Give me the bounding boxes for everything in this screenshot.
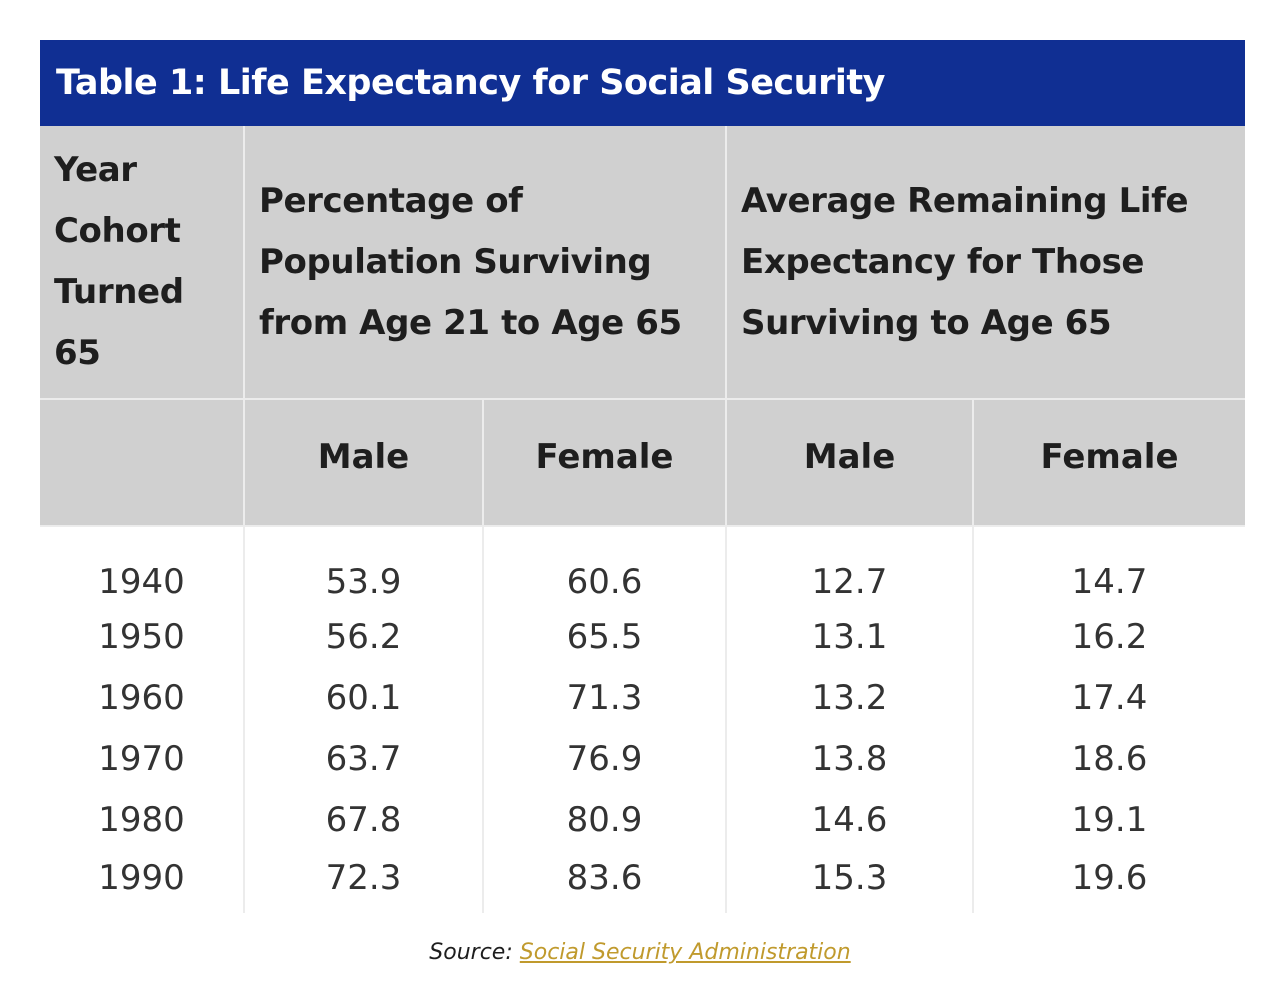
subheader-male: Male <box>244 399 484 527</box>
surviving-female-cell: 71.3 <box>483 667 728 728</box>
life-expectancy-table: Year Cohort Turned 65 Percentage of Popu… <box>40 126 1246 913</box>
year-cell: 1960 <box>40 667 245 728</box>
expectancy-male-cell: 12.7 <box>726 526 975 606</box>
table-row: 1940 53.9 60.6 12.7 14.7 <box>40 526 1245 606</box>
surviving-male-cell: 63.7 <box>244 728 484 789</box>
source-note: Source: Social Security Administration <box>0 940 1280 965</box>
table-title: Table 1: Life Expectancy for Social Secu… <box>40 40 1245 126</box>
expectancy-female-cell: 19.6 <box>1071 857 1148 898</box>
expectancy-male-cell: 13.1 <box>726 606 975 667</box>
expectancy-male-cell: 14.6 <box>726 789 975 850</box>
expectancy-male-cell: 13.8 <box>726 728 975 789</box>
expectancy-female-cell: 18.6 <box>1071 738 1148 779</box>
subheader-female: Female <box>973 399 1246 527</box>
surviving-female-cell: 83.6 <box>483 850 728 913</box>
table-row: 1990 72.3 83.6 15.3 19.6 <box>40 850 1245 913</box>
surviving-male-cell: 56.2 <box>244 606 484 667</box>
year-cell: 1970 <box>40 728 245 789</box>
year-cell: 1990 <box>40 850 245 913</box>
source-link[interactable]: Social Security Administration <box>519 940 851 965</box>
source-prefix: Source: <box>429 940 513 965</box>
table-row: 1970 63.7 76.9 13.8 18.6 <box>40 728 1245 789</box>
surviving-male-cell: 60.1 <box>244 667 484 728</box>
surviving-female-cell: 60.6 <box>483 526 728 606</box>
surviving-female-cell: 65.5 <box>483 606 728 667</box>
subheader-empty <box>40 399 245 527</box>
expectancy-female-cell: 14.7 <box>1071 561 1148 602</box>
surviving-male-cell: 53.9 <box>244 526 484 606</box>
year-cell: 1980 <box>40 789 245 850</box>
table-row: 1980 67.8 80.9 14.6 19.1 <box>40 789 1245 850</box>
surviving-female-cell: 80.9 <box>483 789 728 850</box>
surviving-female-cell: 76.9 <box>483 728 728 789</box>
year-cell: 1940 <box>40 526 245 606</box>
expectancy-female-cell: 17.4 <box>1071 677 1148 718</box>
header-year-cohort: Year Cohort Turned 65 <box>40 126 245 400</box>
table-row: 1950 56.2 65.5 13.1 16.2 <box>40 606 1245 667</box>
expectancy-female-cell: 16.2 <box>1071 616 1148 657</box>
surviving-male-cell: 72.3 <box>244 850 484 913</box>
data-table-container: Table 1: Life Expectancy for Social Secu… <box>40 40 1246 913</box>
table-row: 1960 60.1 71.3 13.2 17.4 <box>40 667 1245 728</box>
table-body: 1940 53.9 60.6 12.7 14.7 1950 56.2 65.5 13.1 16.2… <box>40 526 1245 913</box>
expectancy-male-cell: 13.2 <box>726 667 975 728</box>
year-cell: 1950 <box>40 606 245 667</box>
subheader-male: Male <box>726 399 975 527</box>
expectancy-male-cell: 15.3 <box>726 850 975 913</box>
header-remaining-life-expectancy: Average Remaining Life Expectancy for Th… <box>726 126 1246 400</box>
expectancy-female-cell: 19.1 <box>1071 799 1148 840</box>
subheader-female: Female <box>483 399 728 527</box>
header-percentage-surviving: Percentage of Population Surviving from … <box>244 126 728 400</box>
surviving-male-cell: 67.8 <box>244 789 484 850</box>
